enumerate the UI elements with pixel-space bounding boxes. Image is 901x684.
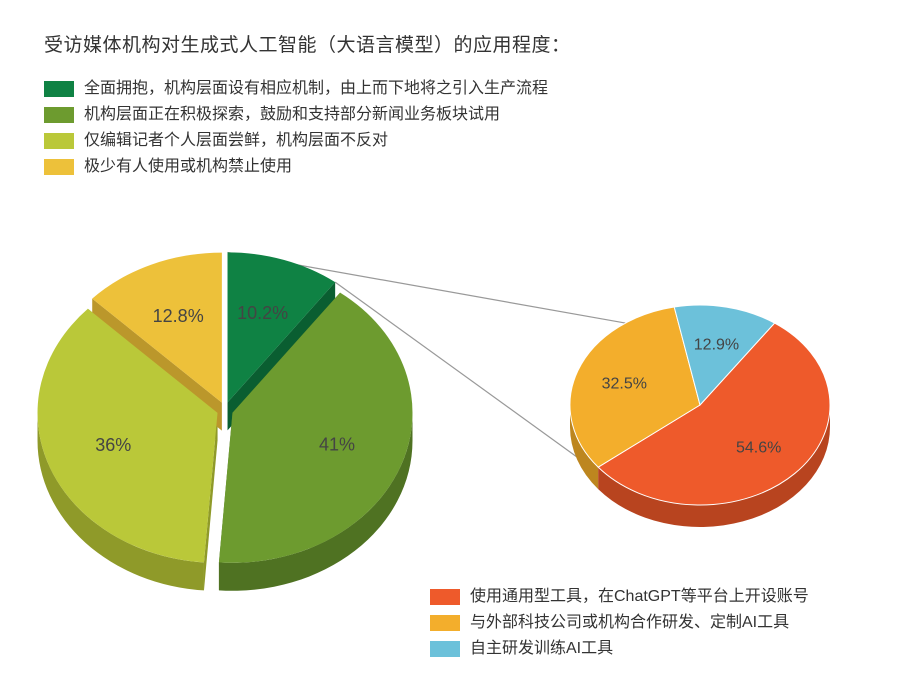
pie-left-slice-label: 10.2% <box>237 303 288 323</box>
pie-right-slice-label: 54.6% <box>736 440 781 457</box>
legend-bottom-item: 使用通用型工具，在ChatGPT等平台上开设账号 <box>430 586 809 608</box>
pie-left-slice-label: 12.8% <box>153 306 204 326</box>
legend-bottom-item: 自主研发训练AI工具 <box>430 638 809 660</box>
legend-bottom-swatch <box>430 615 460 631</box>
legend-bottom-swatch <box>430 641 460 657</box>
legend-bottom-label: 与外部科技公司或机构合作研发、定制AI工具 <box>470 612 789 634</box>
pie-left-slice-label: 36% <box>95 435 131 455</box>
pie-right-slice-label: 32.5% <box>602 376 647 393</box>
legend-bottom-item: 与外部科技公司或机构合作研发、定制AI工具 <box>430 612 809 634</box>
legend-bottom-label: 使用通用型工具，在ChatGPT等平台上开设账号 <box>470 586 809 608</box>
legend-bottom-swatch <box>430 589 460 605</box>
legend-bottom-label: 自主研发训练AI工具 <box>470 638 613 660</box>
pie-left-slice-label: 41% <box>319 434 355 454</box>
pie-right-slice-label: 12.9% <box>694 336 739 353</box>
pies-svg: 10.2% 41% 36% 12.8% 54.6% 32.5% 12.9% <box>0 0 901 684</box>
chart-stage: 受访媒体机构对生成式人工智能（大语言模型）的应用程度： 全面拥抱，机构层面设有相… <box>0 0 901 684</box>
legend-bottom: 使用通用型工具，在ChatGPT等平台上开设账号与外部科技公司或机构合作研发、定… <box>430 586 809 664</box>
